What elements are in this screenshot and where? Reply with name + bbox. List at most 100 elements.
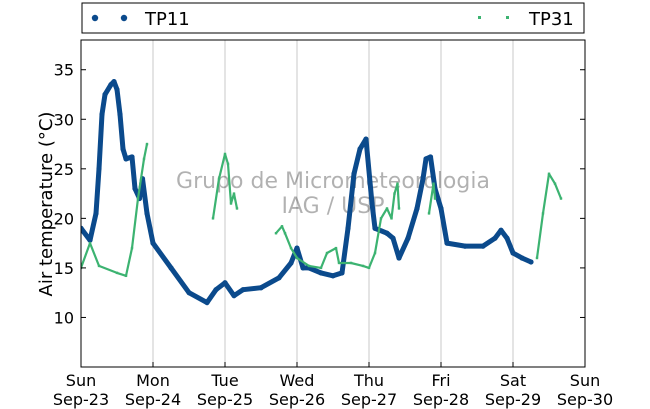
data-point-tp31 [547,172,551,175]
data-point-tp11 [120,146,126,152]
data-point-tp11 [258,285,264,291]
x-tick-date: Sep-23 [53,390,109,409]
data-point-tp11 [288,260,294,266]
data-point-tp11 [414,205,420,212]
data-point-tp11 [345,225,351,231]
data-point-tp11 [300,265,306,271]
data-point-tp11 [294,245,300,251]
data-point-tp11 [144,210,150,217]
data-point-tp31 [379,217,383,220]
data-point-tp31 [319,266,323,270]
data-point-tp11 [186,290,192,296]
data-point-tp11 [492,235,498,241]
x-tick-date: Sep-25 [197,390,253,409]
data-point-tp31 [433,197,437,200]
data-point-tp11 [423,156,429,162]
data-point-tp11 [480,243,486,249]
y-tick-label: 15 [54,259,74,278]
data-point-tp11 [444,240,450,246]
x-tick-date: Sep-28 [413,390,469,409]
data-point-tp11 [528,259,534,265]
data-point-tp31 [361,264,365,268]
data-point-tp11 [150,240,156,246]
data-point-tp11 [318,270,324,276]
data-point-tp11 [372,225,378,231]
data-point-tp31 [145,142,149,146]
x-axis: SunSep-23MonSep-24TueSep-25WedSep-26ThuS… [53,362,613,409]
data-point-tp31 [217,177,221,180]
data-point-tp31 [432,182,435,185]
legend-label-tp31: TP31 [528,9,574,30]
data-point-tp11 [93,210,99,217]
data-point-tp11 [276,275,282,281]
data-point-tp11 [132,186,138,192]
y-tick-label: 30 [54,110,74,129]
series-line-tp31 [81,142,149,277]
data-point-tp11 [99,111,105,117]
data-point-tp31 [349,261,353,265]
data-point-tp11 [330,273,336,279]
legend-box [81,2,585,34]
data-point-tp11 [168,265,174,271]
data-point-tp11 [420,176,426,182]
series-line-tp31 [535,172,563,260]
data-point-tp31 [535,256,539,260]
watermark-line-2: IAG / USP [282,194,385,219]
data-point-tp11 [351,171,357,177]
y-axis: 10 15 20 25 30 35 [54,61,585,327]
data-point-tp11 [384,230,390,236]
data-point-tp31 [274,232,278,235]
data-point-tp11 [363,136,369,142]
data-point-tp11 [339,270,345,276]
data-point-tp11 [87,237,93,243]
y-tick-label: 35 [54,61,74,80]
x-tick-date: Sep-24 [125,390,181,409]
data-point-tp11 [427,154,434,160]
x-tick-date: Sep-30 [557,390,613,409]
x-tick-day: Mon [136,371,170,390]
series-tp11 [81,79,534,306]
data-point-tp31 [396,182,399,185]
data-point-tp11 [231,293,237,299]
data-point-tp31 [390,217,393,220]
x-tick-day: Sat [500,371,526,390]
data-point-tp31 [559,197,563,200]
data-point-tp31 [88,241,92,245]
data-point-tp11 [240,287,246,293]
data-point-tp11 [81,225,84,231]
data-point-tp11 [114,86,120,93]
data-point-tp11 [519,255,525,261]
data-point-tp31 [223,152,227,156]
x-tick-day: Sun [66,371,96,390]
x-tick-day: Fri [431,371,450,390]
data-point-tp31 [393,192,396,195]
data-point-tp31 [226,162,230,166]
data-point-tp31 [325,251,329,255]
data-point-tp31 [541,212,545,215]
data-point-tp11 [504,235,510,241]
y-axis-label: Air temperature (°C) [36,112,57,297]
x-tick-day: Wed [280,371,315,390]
data-point-tp31 [337,261,341,265]
data-point-tp31 [211,217,215,220]
x-tick-day: Tue [210,371,238,390]
data-point-tp31 [97,264,101,268]
x-tick-day: Sun [570,371,600,390]
data-point-tp31 [373,251,377,255]
watermark-line-1: Grupo de Micrometeorologia [176,169,490,194]
data-point-tp11 [129,154,135,160]
data-point-tp11 [204,299,210,306]
data-point-tp11 [213,287,219,293]
data-point-tp11 [369,200,375,207]
data-point-tp31 [229,202,233,205]
data-point-tp31 [385,207,389,210]
data-point-tp11 [462,243,468,249]
data-point-tp11 [405,235,411,241]
data-point-tp31 [283,232,287,235]
data-point-tp31 [280,225,284,228]
data-point-tp31 [553,182,557,185]
data-point-tp31 [142,157,146,161]
data-point-tp11 [390,235,396,241]
data-point-tp31 [397,207,401,210]
